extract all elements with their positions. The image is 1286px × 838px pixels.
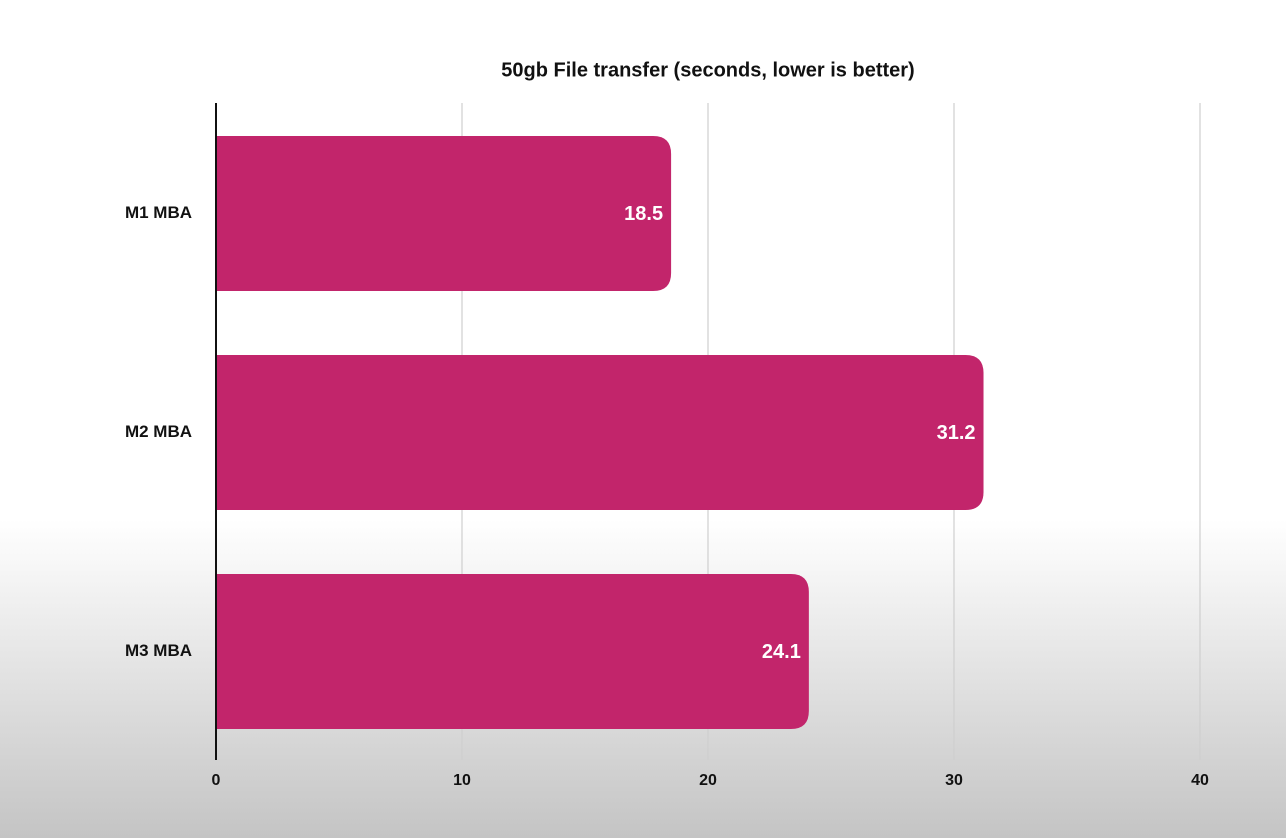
x-tick-label: 20: [699, 772, 717, 789]
y-tick-label: M3 MBA: [125, 641, 192, 660]
x-tick-label: 0: [212, 772, 221, 789]
x-tick-label: 10: [453, 772, 471, 789]
x-tick-label: 30: [945, 772, 963, 789]
chart-title: 50gb File transfer (seconds, lower is be…: [501, 59, 914, 81]
value-label: 18.5: [624, 203, 663, 225]
value-label: 31.2: [937, 422, 976, 444]
value-label: 24.1: [762, 641, 801, 663]
x-tick-label: 40: [1191, 772, 1209, 789]
bar: [216, 355, 984, 510]
bar: [216, 136, 672, 291]
bar: [216, 574, 809, 729]
y-tick-label: M2 MBA: [125, 422, 192, 441]
y-tick-label: M1 MBA: [125, 203, 192, 222]
